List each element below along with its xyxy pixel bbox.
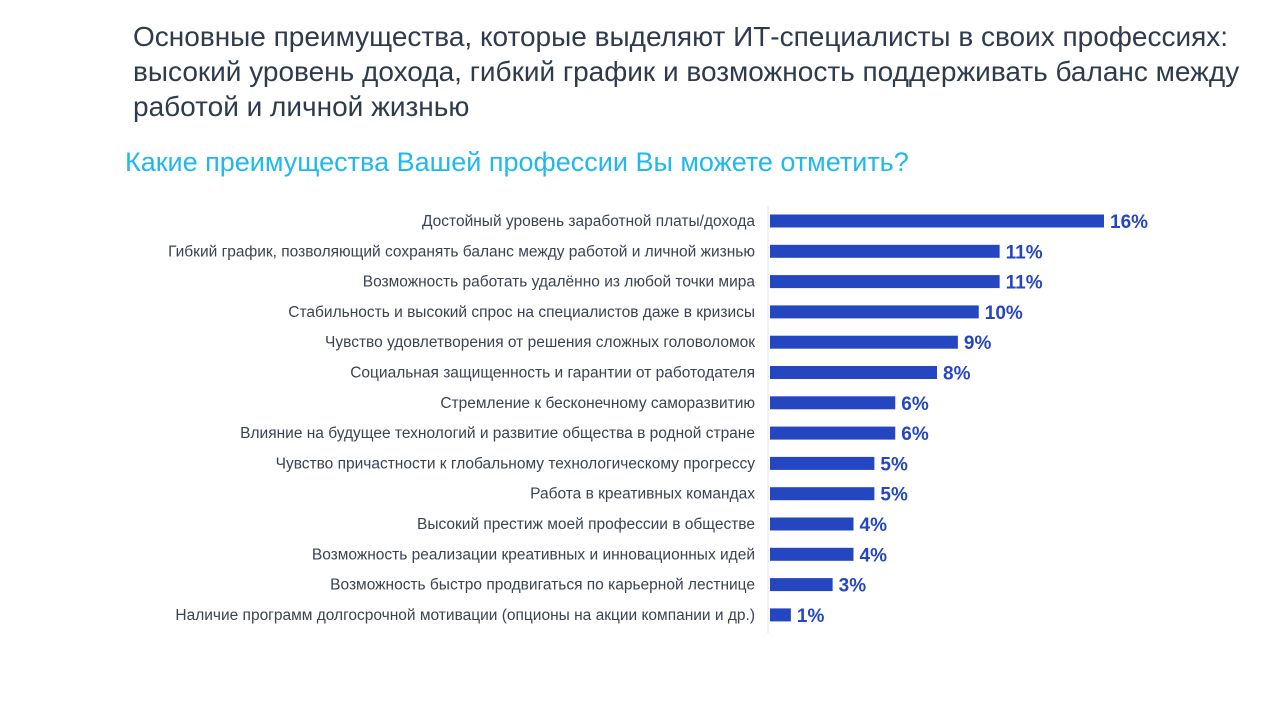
bar [770,578,833,592]
bar [770,487,875,501]
bar [770,275,1000,289]
bar-value-label: 4% [860,545,888,566]
bar-value-label: 5% [880,454,908,475]
bar-category-label: Наличие программ долгосрочной мотивации … [175,607,755,624]
bar-value-label: 11% [1006,242,1043,263]
bar-value-label: 4% [860,515,888,536]
chart-bars: Достойный уровень заработной платы/доход… [168,212,1148,627]
page-headline: Основные преимущества, которые выделяют … [133,21,1240,122]
bar-value-label: 9% [964,333,992,354]
bar-value-label: 6% [901,424,929,445]
bar [770,335,958,349]
bar [770,214,1104,228]
bar-category-label: Стремление к бесконечному саморазвитию [440,395,755,412]
bar [770,517,854,531]
bar-value-label: 6% [901,394,929,415]
bar-category-label: Чувство причастности к глобальному техно… [276,455,756,472]
bar-category-label: Гибкий график, позволяющий сохранять бал… [168,243,755,260]
bar-value-label: 8% [943,364,971,385]
bar-value-label: 10% [985,303,1023,324]
bar-category-label: Возможность реализации креативных и инно… [312,546,755,563]
bar-category-label: Высокий престиж моей профессии в обществ… [417,516,755,533]
bar-category-label: Возможность быстро продвигаться по карье… [330,577,755,594]
bar [770,305,979,319]
bar-category-label: Достойный уровень заработной платы/доход… [422,213,755,230]
bar [770,456,875,470]
bar-value-label: 5% [880,485,908,506]
bar-category-label: Возможность работать удалённо из любой т… [363,274,756,291]
bar [770,608,791,622]
bar [770,547,854,561]
bar-category-label: Чувство удовлетворения от решения сложны… [325,334,755,351]
bar-value-label: 1% [797,606,825,627]
bar-category-label: Социальная защищенность и гарантии от ра… [350,365,755,382]
bar-value-label: 3% [839,576,867,597]
bar-category-label: Работа в креативных командах [530,486,755,503]
bar [770,244,1000,258]
bar [770,396,896,410]
bar [770,366,937,379]
bar-value-label: 16% [1110,212,1148,233]
chart-question-title: Какие преимущества Вашей профессии Вы мо… [125,147,909,177]
bar-value-label: 11% [1006,273,1043,294]
bar-category-label: Влияние на будущее технологий и развитие… [240,425,755,442]
bar [770,426,896,440]
bar-category-label: Стабильность и высокий спрос на специали… [288,304,755,321]
